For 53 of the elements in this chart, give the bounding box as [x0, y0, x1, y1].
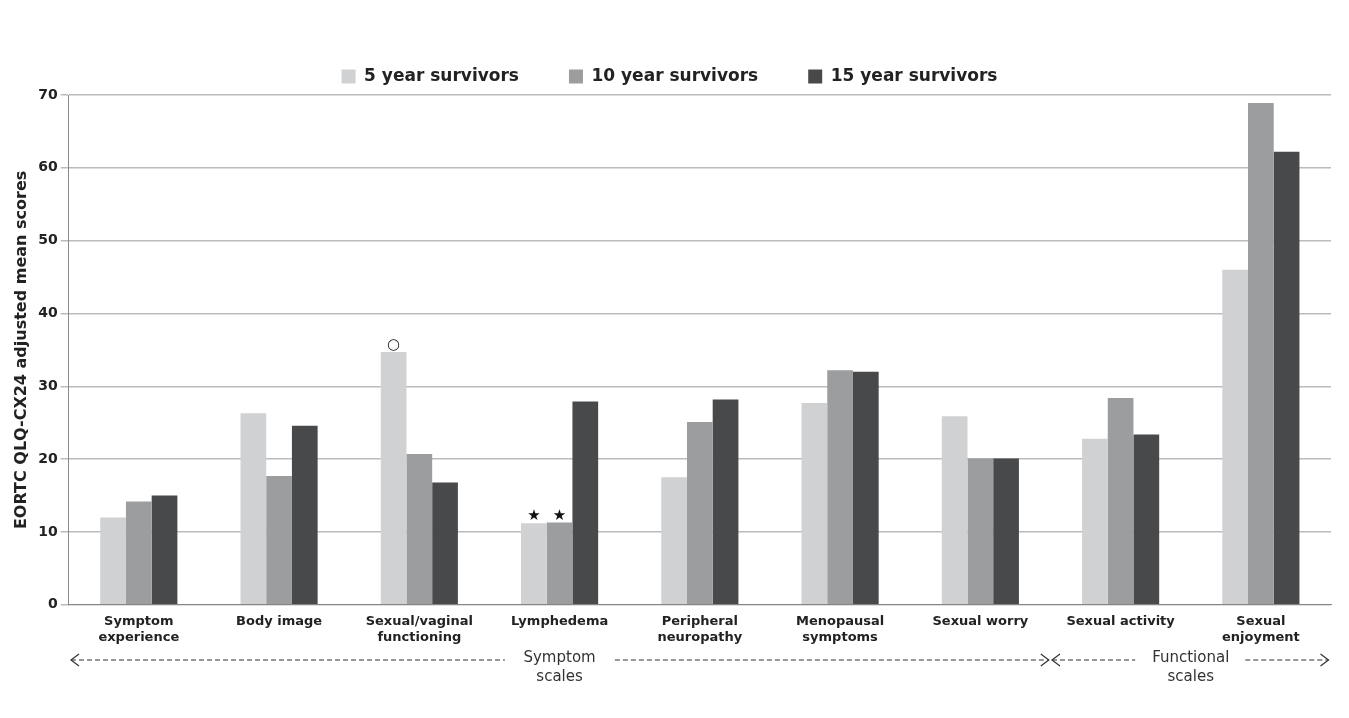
y-tick-label: 60 — [38, 158, 58, 175]
y-tick-label: 50 — [38, 231, 58, 248]
bar — [1222, 269, 1249, 605]
bar — [827, 370, 853, 605]
x-tick-label: Sexual activity — [1066, 612, 1176, 628]
legend-label: 5 year survivors — [364, 64, 519, 85]
text: Symptom scales — [522, 648, 597, 686]
bar — [125, 501, 152, 605]
y-tick-label: 20 — [38, 449, 58, 466]
y-axis-title: EORTC QLQ-CX24 adjusted mean scores — [10, 170, 30, 530]
x-tick-label: Peripheral neuropathy — [657, 612, 743, 644]
bar — [967, 458, 994, 605]
annotation: ★ — [552, 505, 567, 524]
x-tick-label: Sexual/vaginal functioning — [365, 612, 473, 644]
bar — [941, 416, 968, 605]
y-tick-label: 40 — [38, 304, 58, 321]
bar — [521, 523, 547, 605]
bar — [1273, 151, 1300, 605]
bar — [712, 399, 739, 605]
x-tick-label: Sexual worry — [932, 612, 1029, 628]
legend-label: 10 year survivors — [591, 64, 759, 85]
bar — [151, 495, 178, 605]
annotation: ★ — [527, 506, 541, 525]
bar — [380, 352, 407, 605]
x-tick-label: Body image — [236, 612, 323, 628]
x-tick-label: Symptom experience — [98, 612, 180, 644]
bar — [661, 477, 687, 605]
bar — [266, 475, 292, 605]
bar — [406, 454, 433, 605]
x-tick-label: Menopausal symptoms — [795, 612, 885, 644]
bar — [291, 425, 318, 605]
annotation: ○ — [387, 335, 401, 354]
x-tick-label: Lymphedema — [510, 612, 609, 628]
bar — [801, 403, 828, 605]
bar — [993, 458, 1019, 605]
y-tick-label: 70 — [38, 85, 58, 102]
bar — [1107, 397, 1134, 605]
legend-label: 15 year survivors — [830, 64, 998, 85]
x-tick-label: Sexual enjoyment — [1221, 612, 1300, 644]
bar — [240, 413, 267, 605]
bar — [1082, 438, 1108, 605]
bar — [686, 422, 713, 605]
bar — [100, 517, 126, 605]
bar — [546, 522, 573, 605]
text: Functional scales — [1151, 648, 1231, 686]
bar — [572, 401, 599, 605]
bar — [1133, 434, 1160, 605]
bar — [432, 482, 458, 605]
bar — [852, 371, 879, 605]
y-tick-label: 10 — [38, 522, 58, 539]
y-tick-label: 30 — [38, 376, 58, 393]
y-tick-label: 0 — [47, 595, 58, 612]
bar — [1248, 103, 1274, 605]
